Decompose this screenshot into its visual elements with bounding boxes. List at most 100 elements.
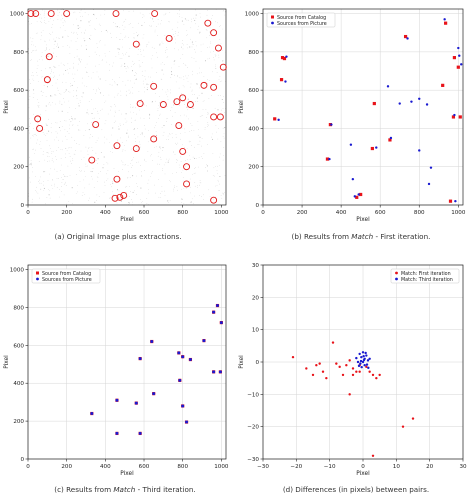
image-speck	[79, 129, 81, 131]
image-speck	[122, 149, 124, 151]
image-speck	[130, 91, 131, 93]
data-point	[132, 145, 140, 152]
image-speck	[125, 53, 126, 55]
image-speck	[115, 120, 116, 122]
image-speck	[68, 36, 69, 37]
image-speck	[197, 186, 198, 188]
image-speck	[32, 50, 34, 51]
image-speck	[215, 55, 217, 56]
data-point	[218, 370, 222, 374]
image-speck	[57, 79, 58, 80]
image-speck	[157, 56, 158, 58]
image-speck	[111, 134, 112, 136]
image-speck	[185, 187, 187, 189]
image-speck	[53, 77, 54, 78]
image-speck	[122, 161, 124, 163]
image-speck	[33, 93, 35, 94]
image-speck	[223, 147, 225, 148]
image-speck	[52, 179, 53, 180]
image-speck	[87, 109, 88, 111]
image-speck	[196, 45, 197, 47]
image-speck	[33, 80, 35, 81]
data-point	[361, 360, 365, 364]
image-speck	[143, 15, 145, 17]
data-point	[115, 398, 119, 402]
image-speck	[189, 178, 191, 180]
image-speck	[70, 40, 72, 42]
data-point	[150, 340, 154, 344]
data-point	[388, 138, 392, 142]
image-speck	[126, 71, 127, 72]
image-speck	[69, 175, 71, 176]
image-speck	[180, 58, 181, 59]
image-speck	[47, 161, 48, 162]
image-speck	[220, 141, 222, 142]
data-point	[178, 378, 182, 382]
image-speck	[137, 136, 139, 138]
image-speck	[219, 183, 220, 185]
image-speck	[225, 108, 226, 109]
image-speck	[191, 18, 192, 20]
data-point	[418, 149, 421, 152]
image-speck	[132, 60, 134, 62]
image-speck	[31, 41, 33, 43]
data-point	[285, 55, 288, 58]
image-speck	[195, 14, 197, 16]
image-speck	[60, 149, 62, 150]
data-point	[411, 417, 415, 420]
image-speck	[107, 113, 109, 115]
image-speck	[212, 153, 214, 154]
image-speck	[217, 179, 219, 181]
image-speck	[127, 177, 129, 178]
image-speck	[42, 92, 44, 93]
image-speck	[157, 35, 158, 36]
image-speck	[182, 198, 183, 200]
image-speck	[72, 158, 73, 159]
image-speck	[215, 56, 216, 57]
image-speck	[207, 112, 208, 113]
image-speck	[51, 123, 52, 124]
image-speck	[206, 37, 208, 39]
data-point	[215, 304, 219, 308]
image-speck	[167, 99, 169, 100]
image-speck	[145, 78, 146, 80]
image-speck	[39, 197, 40, 199]
image-speck	[194, 168, 195, 169]
image-speck	[202, 158, 203, 159]
image-speck	[207, 171, 208, 172]
data-point	[427, 182, 431, 186]
plot-frame	[262, 8, 464, 206]
image-speck	[191, 46, 193, 48]
image-speck	[57, 46, 60, 48]
image-speck	[169, 200, 171, 202]
data-point	[356, 360, 360, 364]
image-speck	[40, 113, 41, 115]
image-speck	[189, 46, 191, 48]
image-speck	[195, 60, 197, 62]
image-speck	[168, 160, 169, 161]
image-speck	[81, 195, 83, 196]
image-speck	[183, 63, 184, 64]
image-speck	[39, 182, 40, 184]
image-speck	[139, 44, 141, 46]
image-speck	[46, 48, 47, 49]
image-speck	[68, 91, 69, 92]
image-speck	[222, 108, 224, 109]
image-speck	[36, 68, 38, 69]
image-speck	[190, 192, 191, 194]
image-speck	[38, 105, 40, 106]
image-speck	[76, 98, 78, 99]
image-speck	[206, 117, 207, 118]
image-speck	[84, 187, 86, 189]
data-point	[403, 34, 408, 39]
image-speck	[216, 170, 218, 171]
image-speck	[43, 151, 44, 152]
image-speck	[54, 94, 55, 96]
image-speck	[79, 181, 81, 182]
image-speck	[151, 102, 153, 103]
image-speck	[40, 176, 41, 178]
image-speck	[94, 117, 95, 119]
image-speck	[120, 125, 121, 126]
image-speck	[155, 146, 157, 148]
